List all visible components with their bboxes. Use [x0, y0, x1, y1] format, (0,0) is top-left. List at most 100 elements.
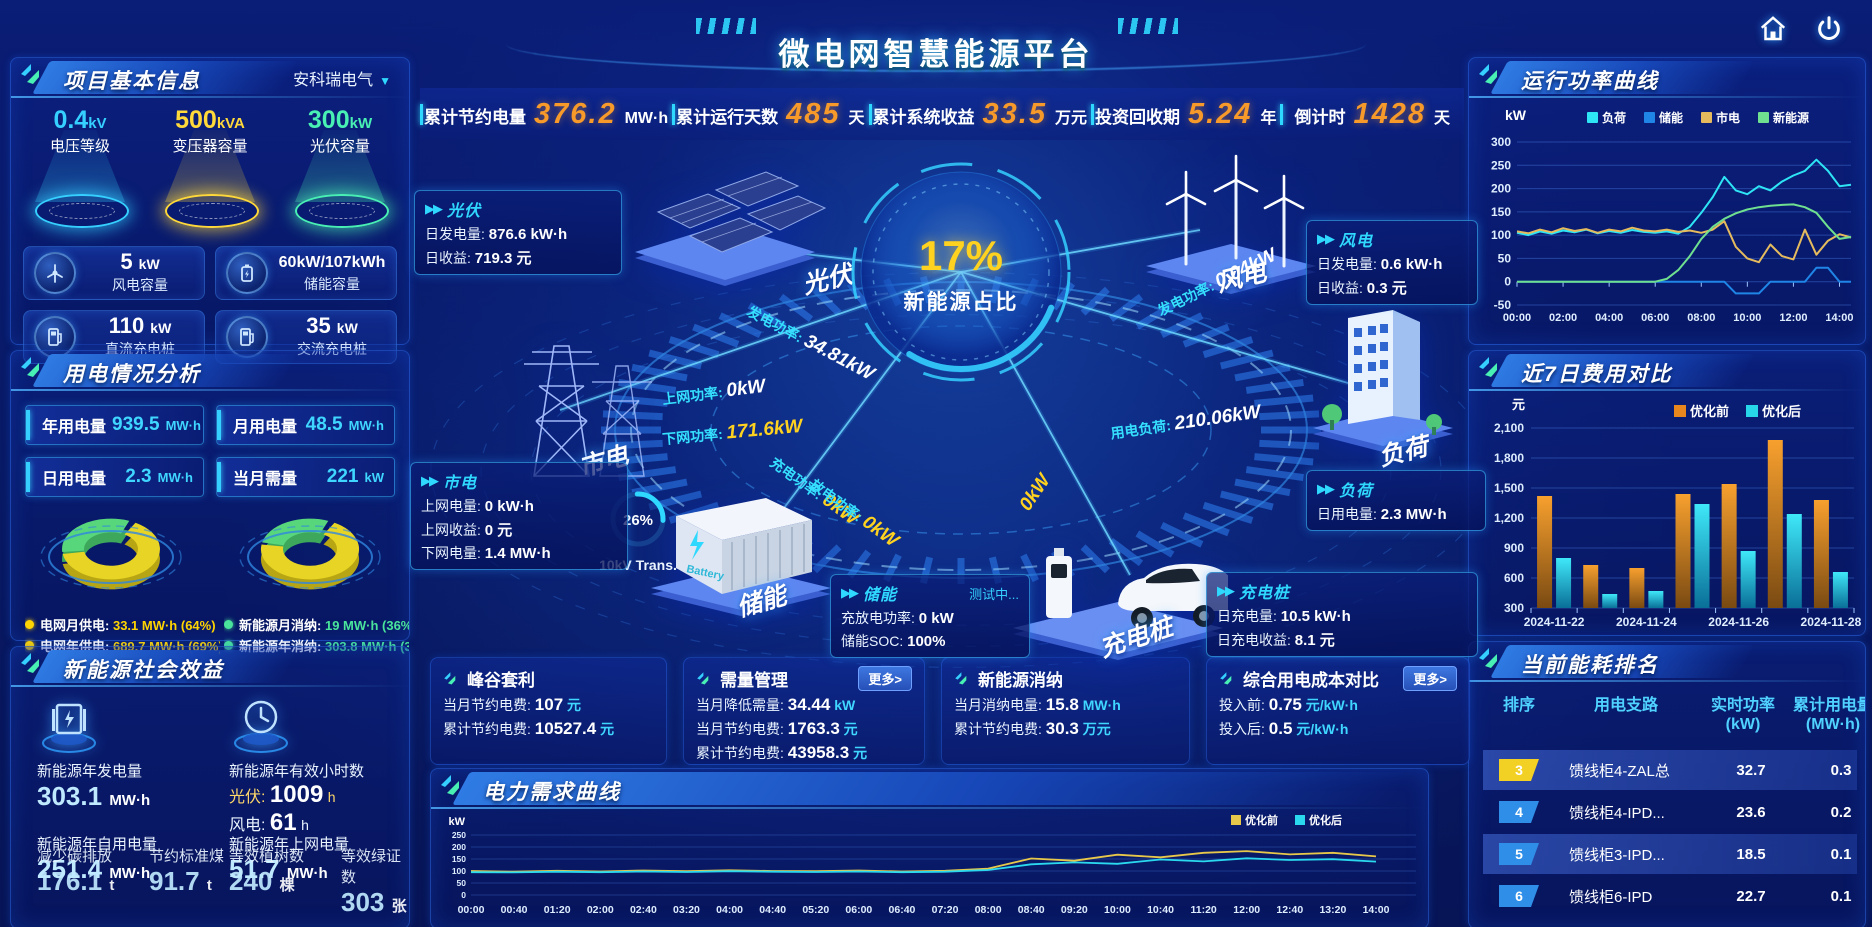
legend-dot — [224, 641, 233, 650]
capacity-value: 110 kW — [108, 313, 172, 338]
panel-cost-compare: 近7日费用对比 元 2,100 1,800 1,500 1,200 900 600 300 20… — [1468, 350, 1866, 636]
table-row[interactable]: 6 馈线柜6-IPD 22.7 0.1 — [1483, 876, 1857, 916]
svg-text:08:00: 08:00 — [1687, 312, 1715, 324]
svg-text:08:00: 08:00 — [975, 904, 1002, 916]
header-deco-left — [696, 18, 756, 34]
svg-text:14:00: 14:00 — [1825, 312, 1853, 324]
kpi-card-title: 新能源消纳 — [978, 671, 1063, 690]
kpi-unit: 天 — [848, 109, 865, 127]
capacity-box-text: 60kW/107kWh 储能容量 — [278, 252, 386, 294]
rank-badge: 6 — [1499, 885, 1539, 907]
energy-flow-diagram: Battery 光伏 风电 市电 负荷 储能 充电桩 发电功率: 34.81kW… — [410, 120, 1486, 668]
usage-unit: MW·h — [157, 469, 193, 485]
company-dropdown[interactable]: 安科瑞电气 ▼ — [293, 72, 391, 89]
branch-name: 馈线柜4-ZAL总 — [1569, 762, 1670, 780]
kpi-item: 累计系统收益 33.5 万元 — [868, 98, 1091, 131]
double-chevron-icon: ▶▶ — [421, 473, 439, 488]
table-row[interactable]: 4 馈线柜4-IPD... 23.6 0.2 — [1483, 792, 1857, 832]
load-building-icon — [1313, 310, 1453, 452]
svg-text:2024-11-26: 2024-11-26 — [1708, 615, 1769, 629]
panel-benefits-header: 新能源社会效益 — [11, 647, 409, 687]
certs-value: 303 — [341, 887, 385, 917]
donut-legend-item: 新能源月消纳: 19 MW·h (36%) — [224, 615, 409, 634]
card-corner-icon — [444, 671, 456, 685]
svg-text:05:20: 05:20 — [802, 904, 829, 916]
legend-dot — [224, 620, 233, 629]
gauge-value-svg: 26% — [623, 512, 653, 529]
usage-value: 48.5 — [305, 414, 343, 435]
panel-power-header: 运行功率曲线 — [1469, 58, 1865, 98]
panel-rank-header: 当前能耗排名 — [1469, 642, 1865, 682]
svg-text:00:00: 00:00 — [1503, 312, 1531, 324]
capacity-value: 60kW/107kWh — [278, 254, 386, 271]
kpi-card-row: 当月降低需量: 34.44 kW — [696, 695, 856, 714]
double-chevron-icon: ▶▶ — [1317, 481, 1335, 496]
svg-text:300: 300 — [1491, 135, 1511, 149]
panel-corner-icon — [21, 357, 39, 377]
svg-text:50: 50 — [457, 878, 467, 888]
svg-text:2024-11-28: 2024-11-28 — [1801, 615, 1862, 629]
info-box-row: 上网收益: 0 元 — [421, 522, 513, 539]
more-button[interactable]: 更多> — [1403, 666, 1457, 691]
svg-text:优化后: 优化后 — [1309, 813, 1342, 827]
double-chevron-icon: ▶▶ — [1217, 583, 1235, 598]
svg-text:优化前: 优化前 — [1690, 404, 1729, 419]
svg-text:2024-11-24: 2024-11-24 — [1616, 615, 1677, 629]
svg-text:01:20: 01:20 — [544, 904, 571, 916]
svg-text:-50: -50 — [1494, 298, 1512, 312]
total-energy: 0.1 — [1830, 845, 1852, 863]
svg-text:50: 50 — [1498, 251, 1512, 265]
cone-value: 300kW — [307, 106, 373, 134]
svg-text:07:20: 07:20 — [932, 904, 959, 916]
load-box-title: 负荷 — [1339, 483, 1374, 500]
kpi-label: 累计运行天数 — [676, 107, 779, 127]
month-supply-donut — [39, 518, 182, 590]
kpi-card-row: 累计节约电费: 10527.4 元 — [443, 719, 615, 738]
svg-text:新能源: 新能源 — [1773, 110, 1809, 125]
capacity-label: 风电容量 — [112, 277, 168, 293]
kpi-card-header: 综合用电成本对比 更多> — [1219, 666, 1457, 691]
rank-badge: 3 — [1499, 759, 1539, 781]
more-button[interactable]: 更多> — [858, 666, 912, 691]
total-energy: 0.2 — [1830, 803, 1852, 821]
kpi-unit: 年 — [1260, 109, 1277, 127]
panel-cost-header: 近7日费用对比 — [1469, 351, 1865, 391]
generation-icon — [42, 703, 96, 753]
usage-unit: kW — [364, 469, 385, 485]
svg-text:150: 150 — [1491, 205, 1511, 219]
chevron-down-icon: ▼ — [379, 74, 391, 88]
legend-text: 电网月供电: 33.1 MW·h (64%) — [40, 618, 216, 633]
svg-text:900: 900 — [1504, 541, 1524, 555]
panel-demand-title: 电力需求曲线 — [483, 781, 621, 804]
svg-text:00:00: 00:00 — [458, 904, 485, 916]
kpi-card-row: 累计节约电费: 30.3 万元 — [954, 719, 1111, 738]
trees-label: 等效植树数 — [229, 848, 305, 865]
usage-stat-pill: 年用电量 939.5 MW·h — [25, 405, 204, 445]
svg-text:300: 300 — [1504, 601, 1524, 615]
svg-text:250: 250 — [452, 830, 466, 840]
battery-storage-icon: Battery — [651, 498, 831, 616]
table-row[interactable]: 3 馈线柜4-ZAL总 32.7 0.3 — [1483, 750, 1857, 790]
info-box-row: 充放电功率: 0 kW — [841, 610, 954, 627]
svg-text:200: 200 — [452, 842, 466, 852]
svg-text:250: 250 — [1491, 158, 1511, 172]
certs-label: 等效绿证数 — [341, 848, 402, 886]
panel-corner-icon — [1479, 64, 1497, 84]
power-icon[interactable] — [1814, 14, 1844, 44]
capacity-box: 5 kW 风电容量 — [23, 246, 205, 300]
info-box-row: 日充电收益: 8.1 元 — [1217, 632, 1335, 649]
realtime-power: 22.7 — [1736, 887, 1766, 905]
home-icon[interactable] — [1758, 14, 1788, 44]
kpi-value: 485 — [786, 97, 841, 130]
pv-hours-value: 1009 — [269, 781, 324, 808]
ranking-header-cell: 排序 — [1502, 697, 1535, 714]
co2-label: 减少碳排放 — [37, 848, 113, 865]
svg-text:kW: kW — [1505, 107, 1527, 123]
capacity-box: 60kW/107kWh 储能容量 — [215, 246, 397, 300]
renewable-share-label: 新能源占比 — [903, 291, 1019, 314]
table-row[interactable]: 5 馈线柜3-IPD... 18.5 0.1 — [1483, 834, 1857, 874]
wind-turbine-icon — [1146, 154, 1316, 294]
kpi-value: 376.2 — [534, 97, 617, 130]
cone-label: 光伏容量 — [309, 138, 370, 155]
to-grid-label: 新能源年上网电量 — [229, 836, 350, 853]
